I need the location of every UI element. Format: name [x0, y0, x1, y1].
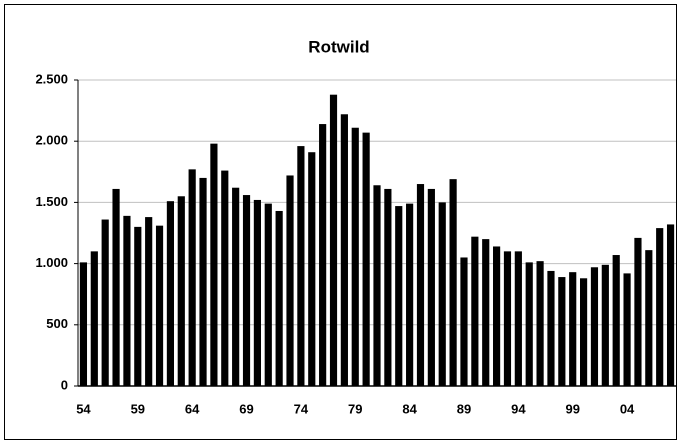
bar	[199, 177, 207, 386]
bar	[308, 152, 316, 386]
bar	[645, 250, 653, 386]
bar	[79, 262, 88, 386]
bar	[210, 143, 218, 386]
bar	[351, 127, 359, 387]
x-tick-label: 79	[348, 401, 362, 416]
bar	[612, 255, 620, 386]
bar	[579, 278, 588, 386]
bar	[666, 224, 675, 386]
bar	[275, 210, 283, 386]
bar	[242, 195, 251, 386]
bar	[253, 199, 261, 386]
x-tick-label: 99	[565, 401, 579, 416]
bar	[373, 185, 381, 386]
bar	[232, 187, 240, 386]
bar	[134, 226, 142, 386]
bar	[166, 201, 175, 386]
bar	[634, 237, 642, 386]
chart-title: Rotwild	[308, 37, 369, 56]
y-tick-label: 0	[61, 377, 68, 392]
bar	[569, 272, 577, 386]
bar	[471, 236, 479, 386]
bar	[427, 188, 435, 386]
x-tick-label: 89	[457, 401, 471, 416]
bar	[362, 132, 370, 386]
bar	[297, 146, 305, 386]
bar	[406, 203, 414, 386]
bar	[558, 277, 566, 386]
bar	[416, 184, 425, 386]
bar	[101, 219, 109, 386]
x-tick-label: 59	[131, 401, 145, 416]
bar	[264, 203, 272, 386]
bar	[329, 94, 338, 387]
bar	[177, 196, 185, 386]
bar	[90, 251, 98, 386]
bar	[112, 188, 120, 386]
bar	[340, 114, 348, 386]
x-tick-label: 64	[185, 401, 200, 416]
bar	[656, 228, 664, 386]
bar	[123, 215, 131, 386]
bar	[460, 257, 468, 386]
bar	[319, 124, 327, 387]
bar	[525, 262, 533, 386]
y-tick-label: 2.000	[35, 133, 68, 148]
x-tick-label: 94	[511, 401, 526, 416]
bar	[493, 246, 501, 386]
bar	[384, 188, 392, 386]
bar	[449, 179, 457, 386]
x-tick-label: 69	[239, 401, 253, 416]
bar	[536, 261, 544, 386]
bar	[188, 169, 196, 386]
y-tick-label: 500	[46, 316, 68, 331]
y-tick-label: 2.500	[35, 71, 68, 86]
bar	[438, 202, 446, 386]
x-tick-label: 74	[294, 401, 309, 416]
x-tick-label: 04	[620, 401, 635, 416]
x-tick-label: 84	[402, 401, 417, 416]
bar	[547, 270, 555, 386]
bar	[145, 217, 153, 386]
bar	[601, 264, 609, 386]
x-tick-label: 54	[76, 401, 91, 416]
bar	[514, 251, 522, 386]
bar	[155, 225, 164, 386]
y-tick-label: 1.000	[35, 255, 68, 270]
bar	[590, 267, 599, 386]
bar	[395, 206, 403, 386]
bar	[623, 273, 631, 386]
y-tick-label: 1.500	[35, 194, 68, 209]
bar	[286, 175, 294, 386]
bar	[503, 251, 512, 386]
bar	[482, 239, 490, 386]
bar	[221, 170, 229, 386]
